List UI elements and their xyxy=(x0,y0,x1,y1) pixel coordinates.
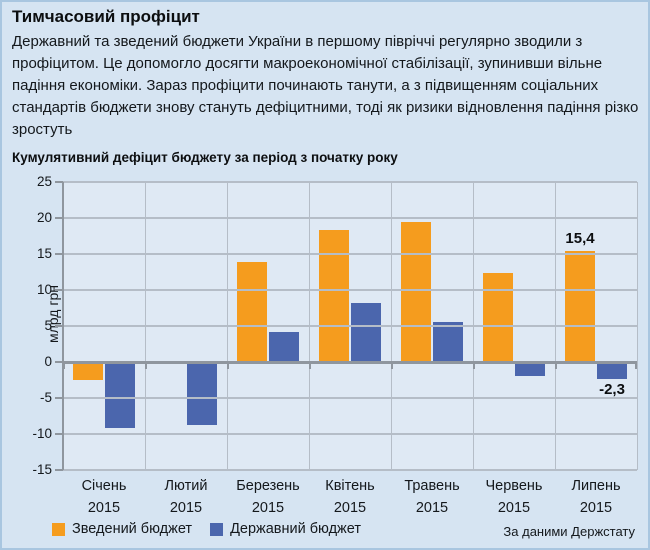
x-axis-year: 2015 xyxy=(497,500,531,516)
bar-consolidated-0 xyxy=(73,362,103,380)
bar-consolidated-5 xyxy=(483,273,513,362)
gridline-horizontal xyxy=(63,433,637,435)
x-tick-mark xyxy=(227,362,229,369)
x-axis-year: 2015 xyxy=(169,500,203,516)
chart-legend: Зведений бюджет Державний бюджет xyxy=(52,521,369,537)
y-tick-mark xyxy=(55,253,63,255)
gridline-horizontal xyxy=(63,253,637,255)
bar-state-0 xyxy=(105,362,135,429)
x-axis-year: 2015 xyxy=(87,500,121,516)
lede-paragraph: Державний та зведений бюджети України в … xyxy=(12,33,639,138)
x-axis-year: 2015 xyxy=(251,500,285,516)
page-title: Тимчасовий профіцит xyxy=(12,7,200,26)
y-tick-label: 5 xyxy=(44,318,52,333)
legend-item-state-budget: Державний бюджет xyxy=(210,521,361,537)
y-axis-line xyxy=(62,182,64,470)
gridline-horizontal xyxy=(63,469,637,471)
x-axis-month: Травень xyxy=(404,478,460,494)
gridline-horizontal xyxy=(63,397,637,399)
y-tick-label: 15 xyxy=(36,246,52,261)
x-axis-year: 2015 xyxy=(415,500,449,516)
y-tick-label: -15 xyxy=(32,462,52,477)
zero-axis-line xyxy=(63,360,637,364)
y-tick-mark xyxy=(55,181,63,183)
x-axis-month: Квітень xyxy=(325,478,375,494)
data-source-credit: За даними Держстату xyxy=(503,524,635,539)
y-tick-label: 10 xyxy=(36,282,52,297)
y-tick-mark xyxy=(55,361,63,363)
bar-state-6 xyxy=(597,362,627,379)
gridline-horizontal xyxy=(63,325,637,327)
x-axis-label: Квітень 2015 xyxy=(309,475,391,519)
x-axis-label: Липень 2015 xyxy=(555,475,637,519)
gridline-horizontal xyxy=(63,217,637,219)
x-axis-month: Лютий xyxy=(164,478,208,494)
y-tick-mark xyxy=(55,433,63,435)
bar-state-1 xyxy=(187,362,217,426)
bar-consolidated-2 xyxy=(237,261,267,362)
x-tick-mark xyxy=(635,362,637,369)
y-tick-label: 20 xyxy=(36,210,52,225)
bar-state-2 xyxy=(269,331,299,362)
bar-consolidated-6 xyxy=(565,251,595,362)
bar-state-3 xyxy=(351,302,381,362)
legend-item-consolidated-budget: Зведений бюджет xyxy=(52,521,192,537)
x-axis-label: Січень 2015 xyxy=(63,475,145,519)
x-axis-month: Січень xyxy=(81,478,127,494)
y-tick-label: -10 xyxy=(32,426,52,441)
x-tick-mark xyxy=(555,362,557,369)
x-axis-year: 2015 xyxy=(579,500,613,516)
y-tick-label: 25 xyxy=(36,174,52,189)
y-tick-mark xyxy=(55,217,63,219)
x-tick-mark xyxy=(63,362,65,369)
y-tick-mark xyxy=(55,289,63,291)
y-tick-mark xyxy=(55,397,63,399)
legend-swatch-blue-icon xyxy=(210,522,224,536)
gridline-horizontal xyxy=(63,181,637,183)
gridline-horizontal xyxy=(63,289,637,291)
x-tick-mark xyxy=(473,362,475,369)
chart-title: Кумулятивний дефіцит бюджету за період з… xyxy=(12,150,398,165)
x-axis-month: Березень xyxy=(236,478,300,494)
bar-state-5 xyxy=(515,362,545,376)
bar-consolidated-4 xyxy=(401,222,431,362)
x-axis-month: Червень xyxy=(485,478,543,494)
x-axis-label: Лютий 2015 xyxy=(145,475,227,519)
x-axis-year: 2015 xyxy=(333,500,367,516)
x-tick-mark xyxy=(391,362,393,369)
bar-consolidated-3 xyxy=(319,229,349,362)
y-tick-mark xyxy=(55,469,63,471)
gridline-vertical xyxy=(636,182,638,470)
bar-chart-plot-area: млрд грн 25 20 15 10 5 0 -5 -10 -15 Січень 2015 Лют… xyxy=(32,174,638,516)
bar-state-4 xyxy=(433,321,463,362)
y-tick-label: -5 xyxy=(39,390,52,405)
x-tick-mark xyxy=(145,362,147,369)
y-tick-mark xyxy=(55,325,63,327)
x-axis-label: Травень 2015 xyxy=(391,475,473,519)
x-axis-label: Червень 2015 xyxy=(473,475,555,519)
x-axis-month: Липень xyxy=(571,478,621,494)
y-tick-label: 0 xyxy=(44,354,52,369)
legend-swatch-orange-icon xyxy=(52,522,65,536)
bar-value-label: 15,4 xyxy=(565,230,595,248)
legend-label-state-budget: Державний бюджет xyxy=(230,521,361,537)
bar-value-label: -2,3 xyxy=(599,380,625,398)
x-tick-mark xyxy=(309,362,311,369)
x-axis-label: Березень 2015 xyxy=(227,475,309,519)
legend-label-consolidated-budget: Зведений бюджет xyxy=(72,521,193,537)
